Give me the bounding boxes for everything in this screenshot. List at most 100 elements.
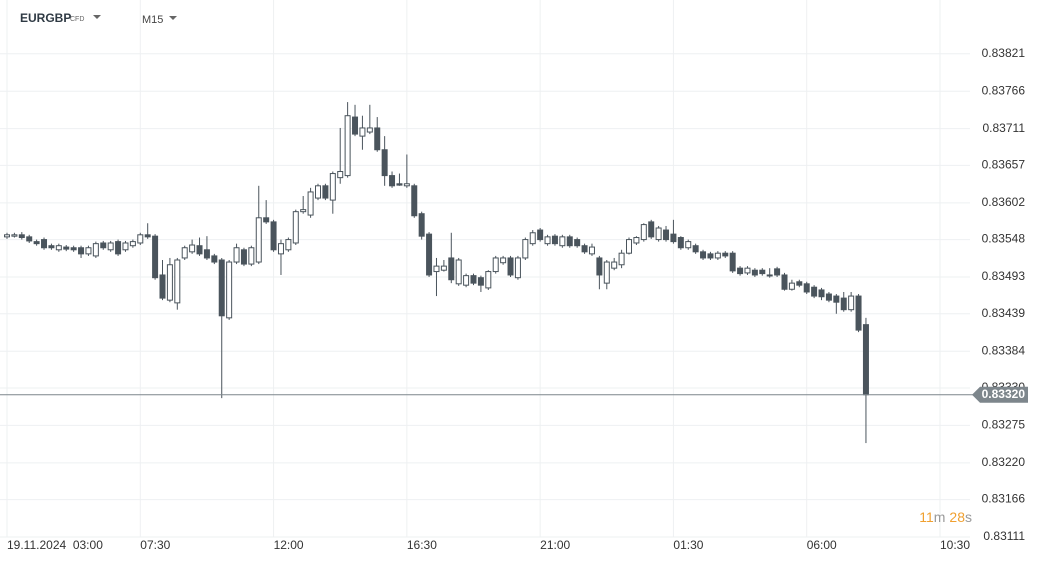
candle-body — [500, 257, 507, 264]
candle-body — [344, 115, 351, 177]
candle-body — [707, 253, 714, 259]
candle-body — [211, 255, 218, 263]
candle-body — [833, 295, 840, 303]
candle-body — [115, 241, 122, 255]
candle-body — [655, 227, 662, 241]
candle-body — [366, 127, 373, 133]
candle-body — [26, 236, 33, 242]
x-tick-label: 21:00 — [540, 538, 570, 552]
interval[interactable]: M15 — [142, 14, 163, 26]
candle-timer: 11m 28s — [919, 509, 972, 525]
timer-seconds-unit: s — [965, 509, 972, 525]
y-tick-label: 0.83111 — [983, 529, 1025, 543]
candle-body — [455, 259, 462, 285]
candle-body — [92, 243, 99, 257]
candle-body — [781, 274, 788, 290]
candle-body — [759, 269, 766, 275]
candle-body — [233, 247, 240, 263]
candle-body — [270, 221, 277, 251]
candle-body — [470, 275, 477, 284]
candle-body — [840, 297, 847, 311]
candle-body — [433, 265, 440, 273]
y-tick-label: 0.83602 — [982, 195, 1026, 209]
candle-body — [663, 229, 670, 241]
interval-dropdown-caret[interactable] — [169, 16, 177, 20]
candle-body — [166, 264, 173, 301]
candle-body — [48, 245, 55, 249]
x-tick-label: 06:00 — [807, 538, 837, 552]
candle-body — [33, 241, 40, 245]
candle-body — [700, 251, 707, 259]
candle-body — [796, 281, 803, 286]
candle-body — [63, 246, 70, 250]
candle-body — [403, 183, 410, 187]
candle-body — [463, 275, 470, 286]
candle-body — [181, 247, 188, 259]
overlay-layer: EURGBP CFD M15 11m 28s 0.83821 0.83766 0.83… — [7, 11, 1028, 552]
candle-body — [226, 261, 233, 319]
x-tick-label: 10:30 — [940, 538, 970, 552]
candle-body — [152, 235, 159, 279]
candle-body — [240, 249, 247, 265]
candle-body — [848, 295, 855, 311]
candle-body — [670, 233, 677, 243]
candle-body — [159, 274, 166, 299]
candle-body — [611, 261, 618, 269]
candle-body — [78, 247, 85, 255]
candle-body — [788, 282, 795, 290]
candle-body — [322, 185, 329, 199]
candle-body — [107, 242, 114, 251]
candle-body — [596, 257, 603, 276]
candle-body — [329, 173, 336, 201]
candle-body — [529, 232, 536, 245]
candle-body — [374, 127, 381, 151]
candle-body — [774, 268, 781, 276]
candle-body — [640, 224, 647, 241]
candle-body — [537, 229, 544, 241]
symbol-type: CFD — [70, 16, 84, 23]
candle-body — [766, 274, 773, 277]
candle-body — [11, 234, 18, 237]
candle-body — [514, 257, 521, 279]
candle-body — [751, 269, 758, 276]
candle-body — [137, 234, 144, 244]
candle-body — [551, 235, 558, 245]
candle-body — [144, 234, 151, 238]
candle-body — [744, 267, 751, 274]
candle-body — [18, 234, 25, 239]
y-tick-label: 0.83821 — [982, 46, 1026, 60]
candle-body — [129, 241, 136, 247]
symbol-dropdown-caret[interactable] — [93, 15, 101, 19]
symbol[interactable]: EURGBP — [20, 11, 71, 25]
candle-body — [507, 257, 514, 276]
candle-body — [677, 237, 684, 249]
candle-body — [41, 239, 48, 249]
candle-body — [803, 283, 810, 293]
candle-body — [862, 324, 869, 396]
candle-body — [70, 247, 77, 251]
candle-body — [55, 245, 62, 251]
grid-layer — [0, 0, 970, 538]
candle-body — [714, 252, 721, 259]
candle-body — [448, 257, 455, 281]
candle-body — [203, 249, 210, 259]
x-tick-label: 12:00 — [274, 538, 304, 552]
candle-body — [255, 217, 262, 263]
candle-body — [825, 293, 832, 301]
timer-minutes-unit: m — [934, 509, 946, 525]
candle-body — [359, 127, 366, 137]
candle-body — [396, 183, 403, 186]
candle-body — [485, 271, 492, 289]
candle-body — [685, 241, 692, 249]
candle-body — [633, 237, 640, 244]
candle-body — [352, 116, 359, 135]
candle-body — [85, 247, 92, 255]
candle-body — [218, 259, 225, 317]
candle-body — [292, 211, 299, 244]
candle-body — [626, 239, 632, 254]
candle-body — [618, 252, 625, 266]
y-tick-label: 0.83439 — [982, 306, 1026, 320]
x-tick-label: 01:30 — [673, 538, 703, 552]
x-tick-label: 16:30 — [407, 538, 437, 552]
